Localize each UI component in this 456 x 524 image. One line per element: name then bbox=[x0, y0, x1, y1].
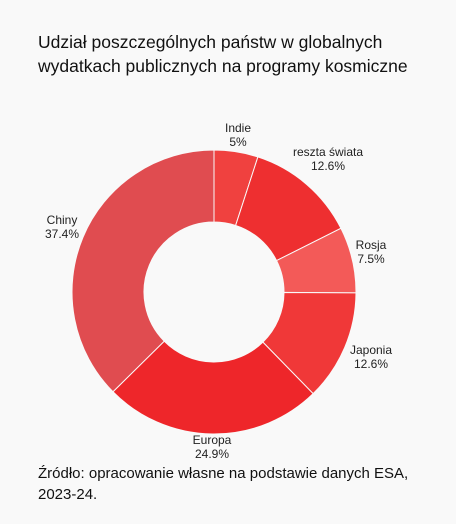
label-name-indie: Indie bbox=[225, 121, 251, 135]
slice-europa bbox=[112, 340, 314, 435]
source-note: Źródło: opracowanie własne na podstawie … bbox=[38, 463, 448, 505]
label-value-chiny: 37.4% bbox=[45, 227, 79, 241]
chart-title-line-2: wydatkach publicznych na programy kosmic… bbox=[38, 56, 408, 76]
source-line-2: 2023-24. bbox=[38, 486, 98, 503]
label-name-japonia: Japonia bbox=[350, 343, 392, 357]
label-name-europa: Europa bbox=[193, 433, 232, 447]
label-value-indie: 5% bbox=[229, 135, 247, 149]
source-line-1: Źródło: opracowanie własne na podstawie … bbox=[38, 465, 409, 482]
label-name-rosja: Rosja bbox=[356, 238, 387, 252]
label-value-japonia: 12.6% bbox=[354, 357, 388, 371]
chart-title-line-1: Udział poszczególnych państw w globalnyc… bbox=[38, 32, 383, 52]
label-value-europa: 24.9% bbox=[195, 447, 229, 461]
label-name-chiny: Chiny bbox=[47, 213, 78, 227]
chart-title: Udział poszczególnych państw w globalnyc… bbox=[38, 30, 438, 78]
slice-chiny bbox=[71, 149, 215, 393]
label-name-reszta-świata: reszta świata bbox=[293, 145, 363, 159]
label-value-reszta-świata: 12.6% bbox=[311, 159, 345, 173]
label-value-rosja: 7.5% bbox=[357, 252, 385, 266]
